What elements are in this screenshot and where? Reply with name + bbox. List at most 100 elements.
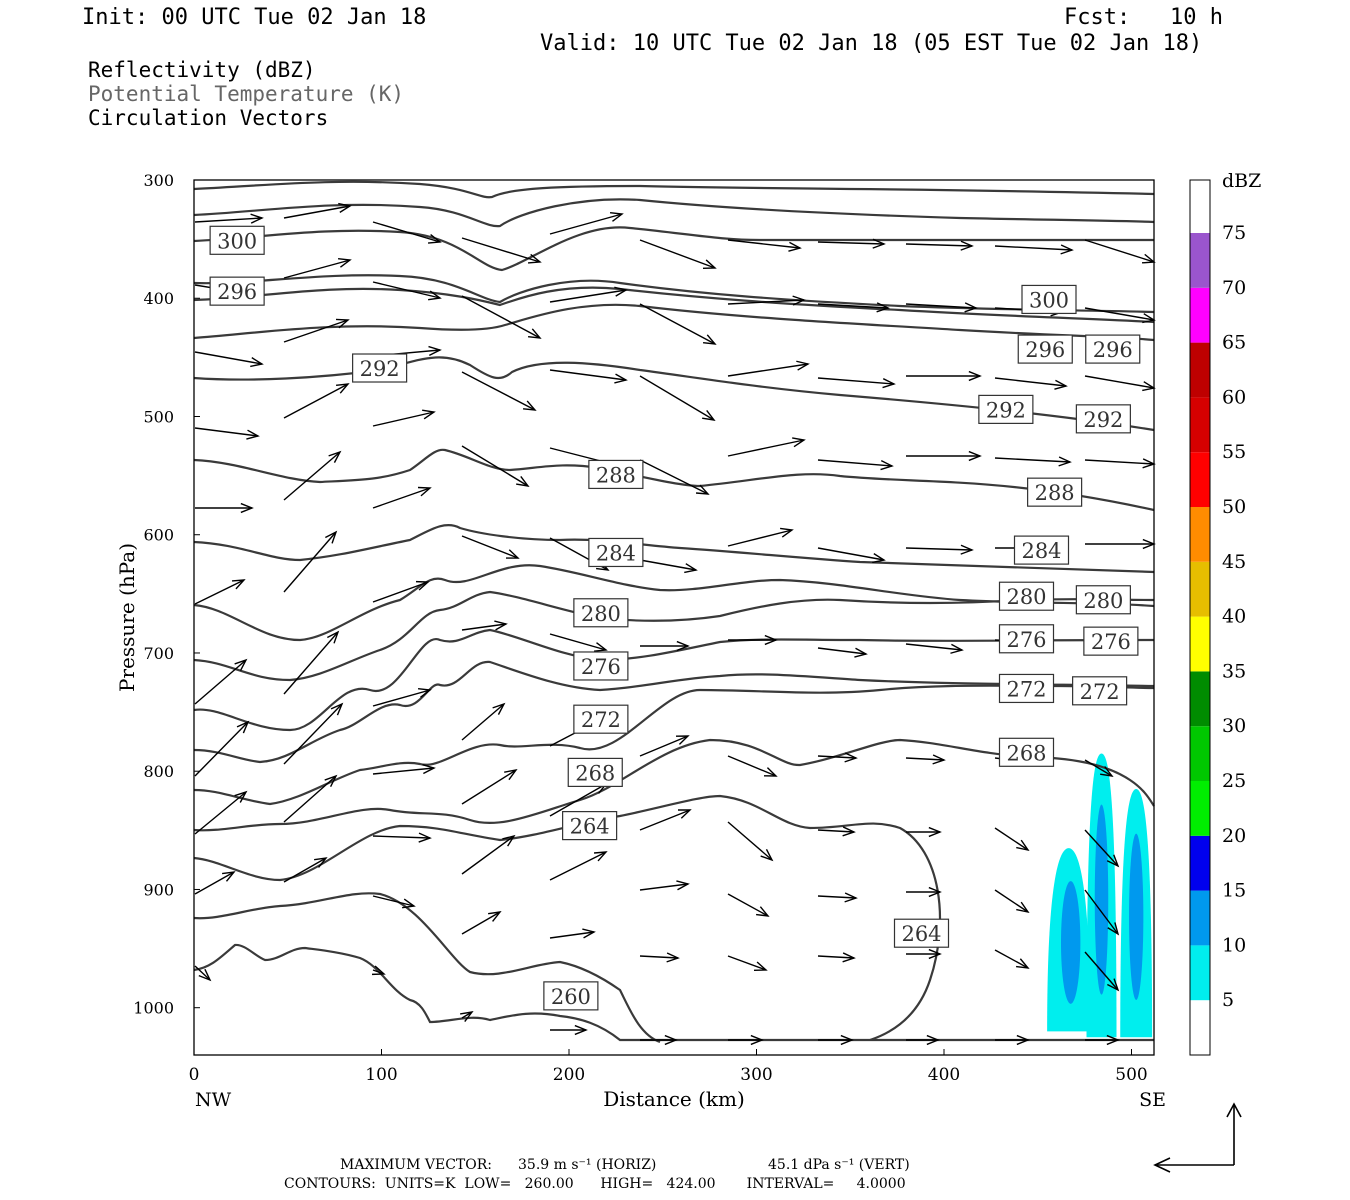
wind-vector bbox=[727, 893, 770, 917]
wind-vector bbox=[639, 952, 680, 963]
wind-vector bbox=[727, 239, 802, 252]
x-tick-label: 0 bbox=[189, 1065, 200, 1085]
colorbar-segment bbox=[1190, 945, 1210, 1001]
wind-vector bbox=[727, 360, 810, 377]
wind-vector bbox=[372, 688, 432, 707]
contour-label: 272 bbox=[573, 704, 629, 734]
svg-text:272: 272 bbox=[581, 708, 621, 732]
max-vector-horiz: 35.9 m s⁻¹ (HORIZ) bbox=[518, 1157, 657, 1173]
wind-vector bbox=[1084, 889, 1120, 936]
colorbar-tick-label: 75 bbox=[1222, 222, 1246, 244]
wind-vector bbox=[549, 286, 628, 303]
y-tick-label: 1000 bbox=[133, 999, 174, 1018]
wind-vector bbox=[372, 281, 442, 301]
svg-text:264: 264 bbox=[570, 815, 610, 839]
wind-vector bbox=[817, 238, 886, 249]
wind-vector bbox=[194, 871, 236, 895]
svg-text:272: 272 bbox=[1006, 677, 1046, 701]
wind-vector bbox=[283, 257, 352, 279]
contour-label: 268 bbox=[567, 757, 623, 787]
y-tick-label: 600 bbox=[143, 526, 174, 545]
contour-label: 296 bbox=[1085, 334, 1141, 364]
isentrope-line bbox=[193, 286, 1155, 324]
wind-vector bbox=[905, 544, 974, 555]
contour-label: 264 bbox=[893, 918, 950, 948]
colorbar-tick-label: 40 bbox=[1222, 606, 1246, 628]
wind-vector bbox=[817, 892, 858, 903]
wind-vector bbox=[727, 821, 774, 862]
wind-vector bbox=[461, 620, 508, 631]
wind-vector bbox=[727, 527, 794, 547]
wind-vector bbox=[995, 1034, 1030, 1046]
wind-vector bbox=[905, 302, 978, 313]
wind-vector bbox=[817, 826, 856, 837]
colorbar-segment bbox=[1190, 287, 1210, 343]
isentrope-line bbox=[193, 684, 1155, 806]
y-tick-label: 700 bbox=[143, 644, 174, 663]
wind-vector bbox=[728, 634, 778, 646]
contour-label: 272 bbox=[1072, 676, 1128, 706]
x-tick-label: 200 bbox=[553, 1065, 585, 1085]
colorbar-segment bbox=[1190, 890, 1210, 946]
wind-vector bbox=[1085, 1034, 1120, 1046]
colorbar-segment bbox=[1190, 342, 1210, 398]
wind-vector bbox=[283, 630, 340, 695]
colorbar-tick-label: 60 bbox=[1222, 386, 1246, 408]
plot-frame bbox=[193, 179, 1155, 1056]
isentrope-line bbox=[193, 660, 1155, 764]
wind-vector bbox=[372, 409, 436, 427]
wind-vector bbox=[195, 502, 254, 514]
contour-label: 288 bbox=[588, 459, 644, 490]
wind-vector bbox=[194, 790, 248, 835]
contour-label: 276 bbox=[998, 624, 1055, 654]
svg-text:276: 276 bbox=[1091, 630, 1131, 654]
contour-label: 284 bbox=[1013, 535, 1070, 565]
colorbar-segment bbox=[1190, 397, 1210, 453]
svg-text:296: 296 bbox=[1025, 338, 1065, 362]
wind-vector bbox=[461, 768, 518, 805]
svg-text:276: 276 bbox=[581, 655, 621, 679]
wind-vector bbox=[639, 880, 690, 891]
svg-text:280: 280 bbox=[1006, 585, 1046, 609]
wind-vector bbox=[639, 459, 710, 495]
colorbar-tick-label: 25 bbox=[1222, 770, 1246, 792]
wind-vector bbox=[194, 579, 246, 605]
contour-label: 300 bbox=[209, 225, 265, 255]
wind-vector bbox=[283, 702, 344, 765]
x-end-label-right: SE bbox=[1139, 1089, 1166, 1111]
wind-vector bbox=[817, 377, 896, 389]
wind-vector bbox=[549, 211, 624, 235]
wind-vector bbox=[1084, 458, 1156, 469]
wind-vector bbox=[550, 1024, 588, 1036]
svg-text:272: 272 bbox=[1080, 680, 1120, 704]
wind-vector bbox=[194, 213, 264, 224]
wind-vector bbox=[817, 547, 886, 564]
wind-vector bbox=[283, 450, 342, 501]
reflectivity-core bbox=[1129, 833, 1144, 1001]
isentrope-line bbox=[193, 180, 1155, 199]
isentrope-line bbox=[193, 274, 1155, 314]
wind-vector bbox=[194, 720, 250, 777]
wind-vector bbox=[372, 832, 432, 843]
svg-text:284: 284 bbox=[1021, 539, 1061, 563]
wind-vector bbox=[906, 450, 982, 462]
wind-vector bbox=[461, 702, 506, 741]
wind-vector bbox=[727, 955, 768, 972]
wind-vector bbox=[372, 221, 442, 244]
isentrope-line bbox=[193, 303, 1155, 342]
colorbar-segment bbox=[1190, 452, 1210, 507]
wind-vector bbox=[461, 445, 530, 487]
wind-vector bbox=[283, 318, 350, 343]
wind-vector bbox=[549, 851, 608, 881]
svg-text:268: 268 bbox=[575, 761, 615, 785]
wind-vector bbox=[817, 647, 868, 658]
contour-label: 276 bbox=[1083, 626, 1139, 656]
wind-vector bbox=[549, 369, 628, 384]
y-tick-label: 400 bbox=[143, 289, 174, 308]
svg-text:268: 268 bbox=[1006, 741, 1046, 765]
wind-vector bbox=[461, 371, 537, 411]
x-end-label-left: NW bbox=[195, 1089, 232, 1111]
isentrope-line bbox=[193, 628, 1155, 732]
wind-vector bbox=[371, 965, 386, 976]
